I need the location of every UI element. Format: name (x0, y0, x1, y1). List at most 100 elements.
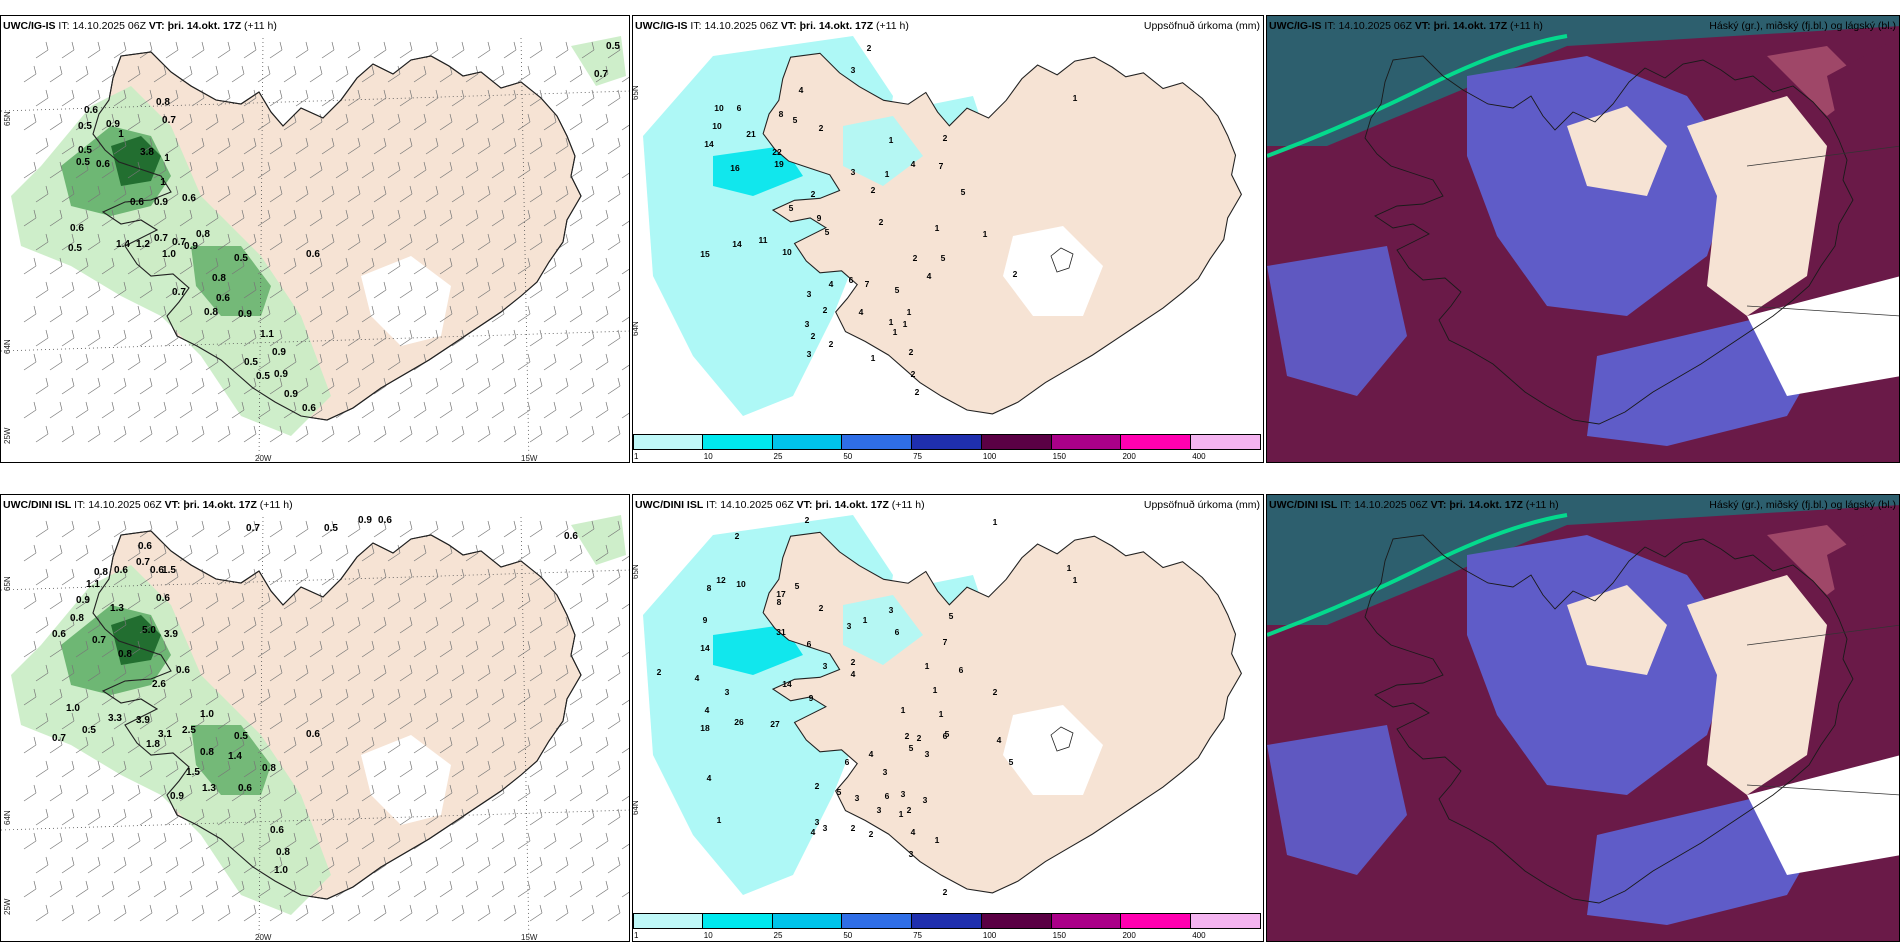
value-label: 14 (732, 239, 742, 249)
value-label: 0.6 (306, 249, 320, 260)
map-p2: 234110 68521021142216 19214 73 12 5259521114 1… (633, 16, 1264, 463)
value-label: 8 (779, 109, 784, 119)
value-label: 0.6 (182, 193, 196, 204)
valid-time: þri. 14.okt. 17Z (1434, 20, 1508, 32)
value-label: 1 (935, 223, 940, 233)
value-label: 16 (730, 163, 740, 173)
value-label: 1 (901, 705, 906, 715)
colorbar-segment (982, 913, 1052, 929)
colorbar-label: 10 (704, 452, 713, 461)
value-label: 1.0 (162, 249, 176, 260)
value-label: 3.1 (158, 729, 172, 740)
value-label: 0.8 (156, 97, 170, 108)
colorbar-segment (703, 913, 773, 929)
value-label: 0.5 (256, 371, 270, 382)
value-label: 2 (909, 347, 914, 357)
value-label: 1.8 (146, 739, 160, 750)
model-name: UWC/IG-IS (635, 20, 688, 32)
map-p4: 0.7 0.50.9 0.60.60.60.70.8 0.6 0.61.51.10.91… (1, 495, 630, 942)
value-label: 2 (913, 253, 918, 263)
colorbar-label: 400 (1192, 452, 1205, 461)
value-label: 2 (907, 805, 912, 815)
value-label: 0.9 (238, 309, 252, 320)
it-label: IT: (706, 499, 717, 511)
lon-label-20w: 20W (255, 454, 271, 463)
value-label: 0.6 (302, 403, 316, 414)
lead-time: (+11 h) (876, 20, 909, 32)
value-label: 3 (805, 319, 810, 329)
value-label: 2.6 (152, 679, 166, 690)
value-label: 0.6 (270, 825, 284, 836)
value-label: 27 (770, 719, 780, 729)
value-label: 5 (789, 203, 794, 213)
value-label: 0.6 (306, 729, 320, 740)
value-label: 31 (776, 627, 786, 637)
it-label: IT: (690, 20, 701, 32)
value-label: 0.9 (358, 515, 372, 526)
valid-time: þri. 14.okt. 17Z (168, 20, 242, 32)
value-label: 2 (851, 823, 856, 833)
value-label: 0.6 (378, 515, 392, 526)
value-label: 4 (811, 827, 816, 837)
value-label: 5 (941, 253, 946, 263)
value-label: 2 (811, 189, 816, 199)
value-label: 0.6 (138, 541, 152, 552)
lat-label-65n: 65N (3, 111, 12, 126)
colorbar-label: 100 (983, 931, 996, 940)
value-label: 14 (782, 679, 792, 689)
value-label: 1.3 (202, 783, 216, 794)
colorbar-segment (703, 434, 773, 450)
value-label: 0.6 (156, 593, 170, 604)
vt-label: VT: (165, 499, 181, 511)
colorbar-label: 75 (913, 931, 922, 940)
value-label: 14 (704, 139, 714, 149)
value-label: 0.7 (162, 115, 176, 126)
lat-label-65n: 65N (3, 576, 12, 591)
value-label: 0.9 (154, 197, 168, 208)
value-label: 4 (911, 827, 916, 837)
value-label: 1 (889, 135, 894, 145)
value-label: 0.5 (244, 357, 258, 368)
value-label: 0.8 (196, 229, 210, 240)
value-label: 5 (961, 187, 966, 197)
value-label: 0.8 (262, 763, 276, 774)
value-label: 1 (899, 809, 904, 819)
value-label: 0.9 (272, 347, 286, 358)
it-label: IT: (74, 499, 85, 511)
lead-time: (+11 h) (1526, 499, 1559, 511)
vt-label: VT: (1431, 499, 1447, 511)
value-label: 2 (943, 133, 948, 143)
colorbar-segment (1191, 434, 1261, 450)
value-label: 2 (829, 339, 834, 349)
value-label: 2.5 (182, 725, 196, 736)
lead-time: (+11 h) (1510, 20, 1543, 32)
value-label: 1.0 (66, 703, 80, 714)
value-label: 9 (703, 615, 708, 625)
issue-time: 14.10.2025 06Z (704, 20, 778, 32)
value-label: 2 (993, 687, 998, 697)
value-label: 0.8 (204, 307, 218, 318)
value-label: 0.8 (94, 567, 108, 578)
lon-label-20w: 20W (255, 933, 271, 942)
value-label: 2 (819, 603, 824, 613)
colorbar-segment (1052, 913, 1122, 929)
value-label: 0.5 (76, 157, 90, 168)
model-name: UWC/DINI ISL (635, 499, 703, 511)
value-label: 4 (799, 85, 804, 95)
value-label: 0.7 (52, 733, 66, 744)
value-label: 4 (927, 271, 932, 281)
value-label: 1 (1067, 563, 1072, 573)
value-label: 1 (933, 685, 938, 695)
value-label: 9 (809, 693, 814, 703)
value-label: 0.9 (284, 389, 298, 400)
value-label: 6 (849, 275, 854, 285)
panel-title: Uppsöfnuð úrkoma (mm) (1144, 20, 1260, 32)
colorbar-label: 100 (983, 452, 996, 461)
value-label: 6 (885, 791, 890, 801)
value-label: 8 (777, 597, 782, 607)
value-label: 0.7 (172, 287, 186, 298)
lon-label-15w: 15W (521, 454, 537, 463)
value-label: 6 (943, 731, 948, 741)
panel-p1: 0.5 0.7 0.8 0.6 0.7 0.5 0.9 1 0.5 3.8 0.5 0.6 1 1 0.6 0… (0, 15, 630, 463)
colorbar-label: 200 (1122, 931, 1135, 940)
